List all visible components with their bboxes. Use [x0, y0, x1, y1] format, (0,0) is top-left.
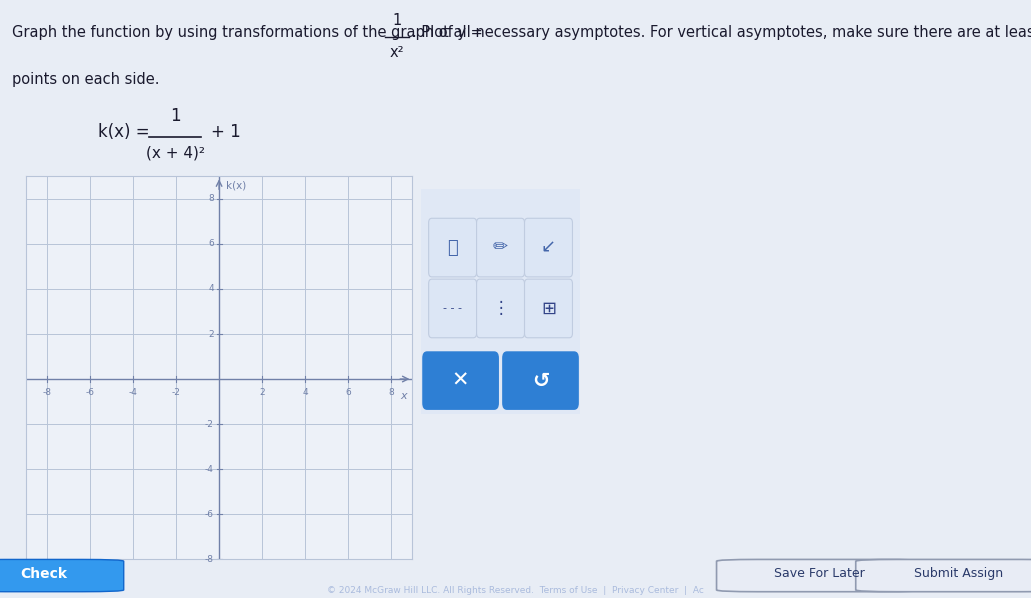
- FancyBboxPatch shape: [429, 218, 476, 277]
- Text: -2: -2: [172, 388, 180, 397]
- Text: ⊞: ⊞: [541, 300, 556, 318]
- Text: Check: Check: [21, 567, 67, 581]
- Text: x: x: [400, 392, 407, 401]
- Text: 2: 2: [259, 388, 265, 397]
- Text: 1: 1: [393, 13, 401, 28]
- Text: -8: -8: [42, 388, 52, 397]
- Text: ⬜: ⬜: [447, 239, 458, 257]
- Text: 6: 6: [208, 239, 213, 248]
- FancyBboxPatch shape: [429, 279, 476, 338]
- Text: + 1: + 1: [211, 123, 241, 141]
- FancyBboxPatch shape: [423, 351, 499, 410]
- Text: 2: 2: [208, 329, 213, 338]
- Text: ✏: ✏: [493, 239, 508, 257]
- Text: 1: 1: [170, 106, 180, 124]
- FancyBboxPatch shape: [717, 560, 923, 592]
- FancyBboxPatch shape: [856, 560, 1031, 592]
- Text: (x + 4)²: (x + 4)²: [145, 145, 205, 160]
- FancyBboxPatch shape: [502, 351, 578, 410]
- Text: points on each side.: points on each side.: [12, 72, 160, 87]
- Text: Save For Later: Save For Later: [774, 568, 865, 580]
- Text: ↙: ↙: [541, 239, 556, 257]
- Text: 6: 6: [345, 388, 351, 397]
- Text: -6: -6: [205, 509, 213, 518]
- Text: -2: -2: [205, 420, 213, 429]
- Text: -6: -6: [86, 388, 95, 397]
- Text: 8: 8: [388, 388, 394, 397]
- Text: ✕: ✕: [452, 371, 469, 390]
- Text: - - -: - - -: [443, 303, 462, 313]
- FancyBboxPatch shape: [525, 218, 572, 277]
- FancyBboxPatch shape: [476, 218, 525, 277]
- Text: -4: -4: [205, 465, 213, 474]
- Text: x²: x²: [390, 45, 404, 60]
- Text: 4: 4: [302, 388, 308, 397]
- FancyBboxPatch shape: [476, 279, 525, 338]
- FancyBboxPatch shape: [525, 279, 572, 338]
- Text: k(x): k(x): [226, 181, 245, 190]
- Text: © 2024 McGraw Hill LLC. All Rights Reserved.  Terms of Use  |  Privacy Center  |: © 2024 McGraw Hill LLC. All Rights Reser…: [327, 586, 704, 595]
- Text: -8: -8: [205, 554, 213, 564]
- FancyBboxPatch shape: [0, 560, 124, 592]
- Text: Submit Assign: Submit Assign: [914, 568, 1003, 580]
- Text: ⋮: ⋮: [492, 300, 509, 318]
- FancyBboxPatch shape: [415, 182, 586, 421]
- Text: Graph the function by using transformations of the graph of y =: Graph the function by using transformati…: [12, 25, 488, 40]
- Text: 8: 8: [208, 194, 213, 203]
- Text: k(x) =: k(x) =: [98, 123, 149, 141]
- Text: 4: 4: [208, 285, 213, 294]
- Text: ↺: ↺: [532, 371, 550, 390]
- Text: -4: -4: [129, 388, 137, 397]
- Text: . Plot all necessary asymptotes. For vertical asymptotes, make sure there are at: . Plot all necessary asymptotes. For ver…: [412, 25, 1031, 40]
